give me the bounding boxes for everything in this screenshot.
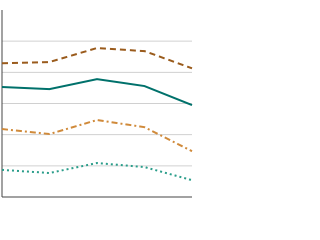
series-line (1, 118, 193, 153)
series-line (1, 162, 193, 182)
series-line (1, 47, 193, 70)
series-line (1, 78, 193, 106)
chart (1, 10, 193, 198)
